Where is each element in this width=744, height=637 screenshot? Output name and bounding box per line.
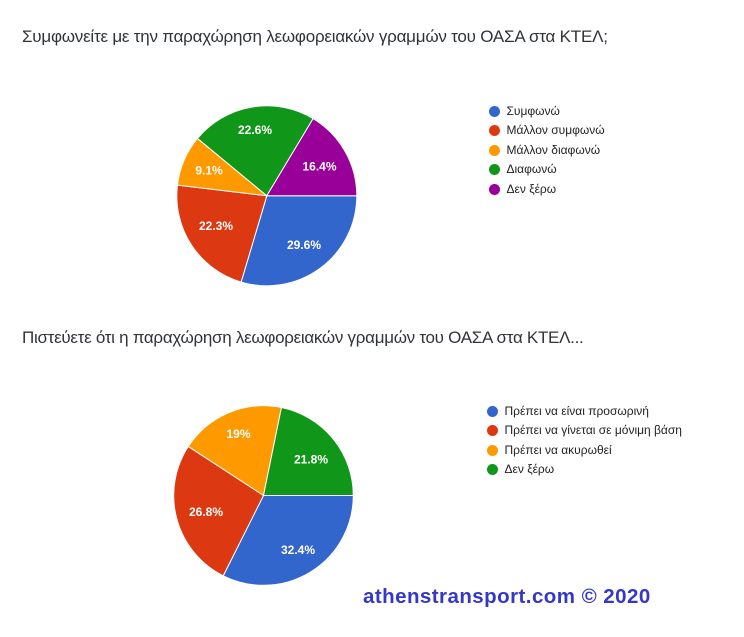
svg-text:26.8%: 26.8% (189, 505, 223, 519)
svg-text:21.8%: 21.8% (294, 453, 328, 467)
svg-text:32.4%: 32.4% (281, 543, 315, 557)
svg-text:22.6%: 22.6% (238, 123, 272, 137)
svg-text:9.1%: 9.1% (195, 164, 223, 178)
svg-text:16.4%: 16.4% (302, 160, 336, 174)
svg-text:19%: 19% (226, 427, 250, 441)
svg-text:29.6%: 29.6% (287, 238, 321, 252)
svg-text:22.3%: 22.3% (199, 219, 233, 233)
